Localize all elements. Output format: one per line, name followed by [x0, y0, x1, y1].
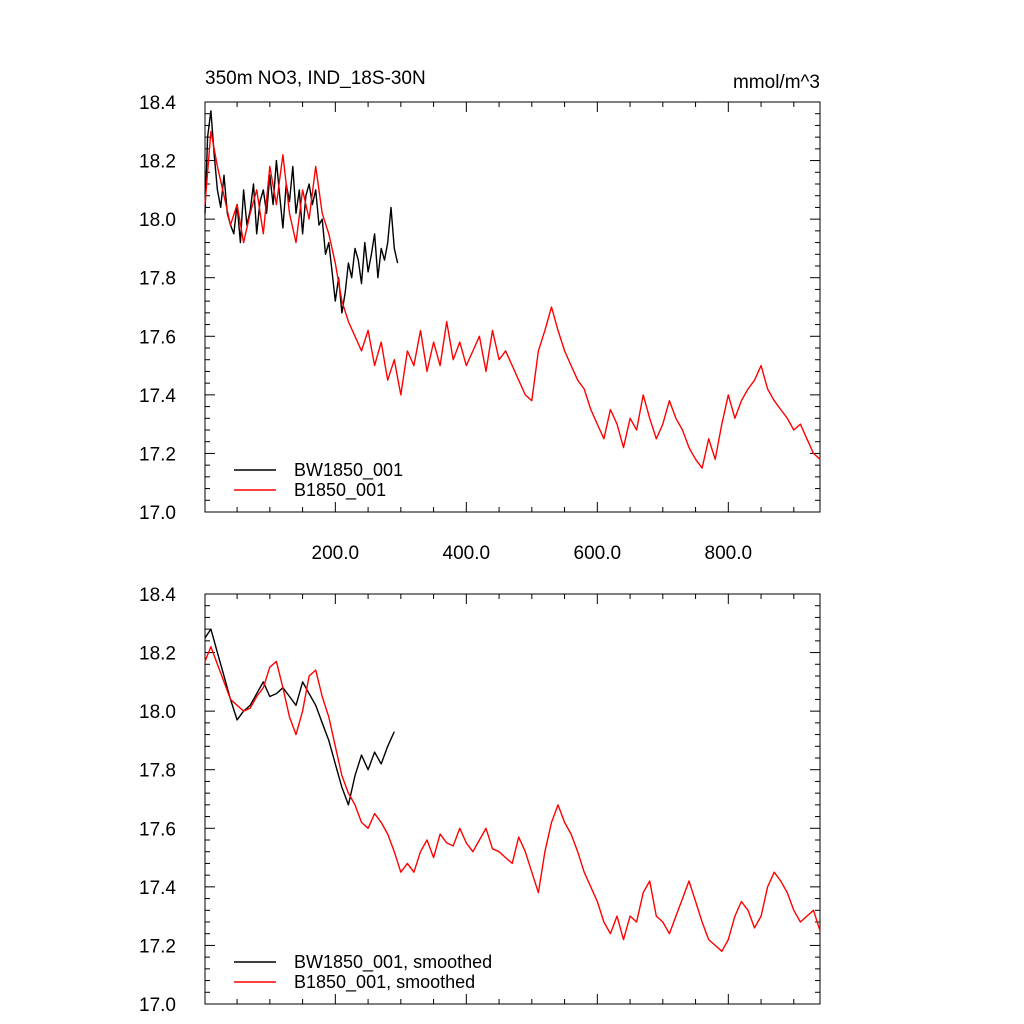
x-tick-label: 600.0	[574, 543, 622, 564]
y-tick-label: 17.2	[139, 936, 176, 957]
legend-label: B1850_001, smoothed	[294, 972, 475, 993]
legend-label: BW1850_001, smoothed	[294, 952, 492, 973]
y-tick-label: 18.0	[139, 210, 176, 231]
series-line-1	[204, 130, 821, 469]
y-tick-label: 18.4	[139, 585, 176, 606]
y-tick-label: 17.4	[139, 878, 176, 899]
y-tick-label: 17.6	[139, 819, 176, 840]
legend-label: BW1850_001	[294, 460, 403, 481]
plot-frame	[204, 593, 821, 1005]
y-tick-label: 18.4	[139, 93, 176, 114]
y-tick-label: 18.2	[139, 152, 176, 173]
series-line-1	[204, 646, 821, 952]
y-tick-label: 18.2	[139, 644, 176, 665]
y-tick-label: 17.2	[139, 444, 176, 465]
x-tick-label: 200.0	[312, 543, 360, 564]
bottom-panel: 17.0 17.2 17.4 17.6 17.8 18.0 18.2 18.4 BW1850_0…	[139, 585, 821, 1016]
y-tick-label: 17.8	[139, 269, 176, 290]
top-panel: 17.0 17.2 17.4 17.6 17.8 18.0 18.2 18.4 200.0 400…	[139, 68, 821, 564]
y-tick-label: 18.0	[139, 702, 176, 723]
x-tick-label: 400.0	[443, 543, 491, 564]
units-label: mmol/m^3	[733, 72, 820, 93]
legend-label: B1850_001	[294, 480, 386, 501]
x-tick-label: 800.0	[705, 543, 753, 564]
series-line-0	[204, 110, 399, 314]
y-tick-label: 17.0	[139, 503, 176, 524]
y-tick-label: 17.8	[139, 761, 176, 782]
y-tick-label: 17.4	[139, 386, 176, 407]
y-tick-label: 17.0	[139, 995, 176, 1016]
y-tick-label: 17.6	[139, 327, 176, 348]
series-line-0	[204, 628, 395, 806]
chart-title: 350m NO3, IND_18S-30N	[205, 68, 426, 89]
plot-frame	[204, 101, 821, 513]
